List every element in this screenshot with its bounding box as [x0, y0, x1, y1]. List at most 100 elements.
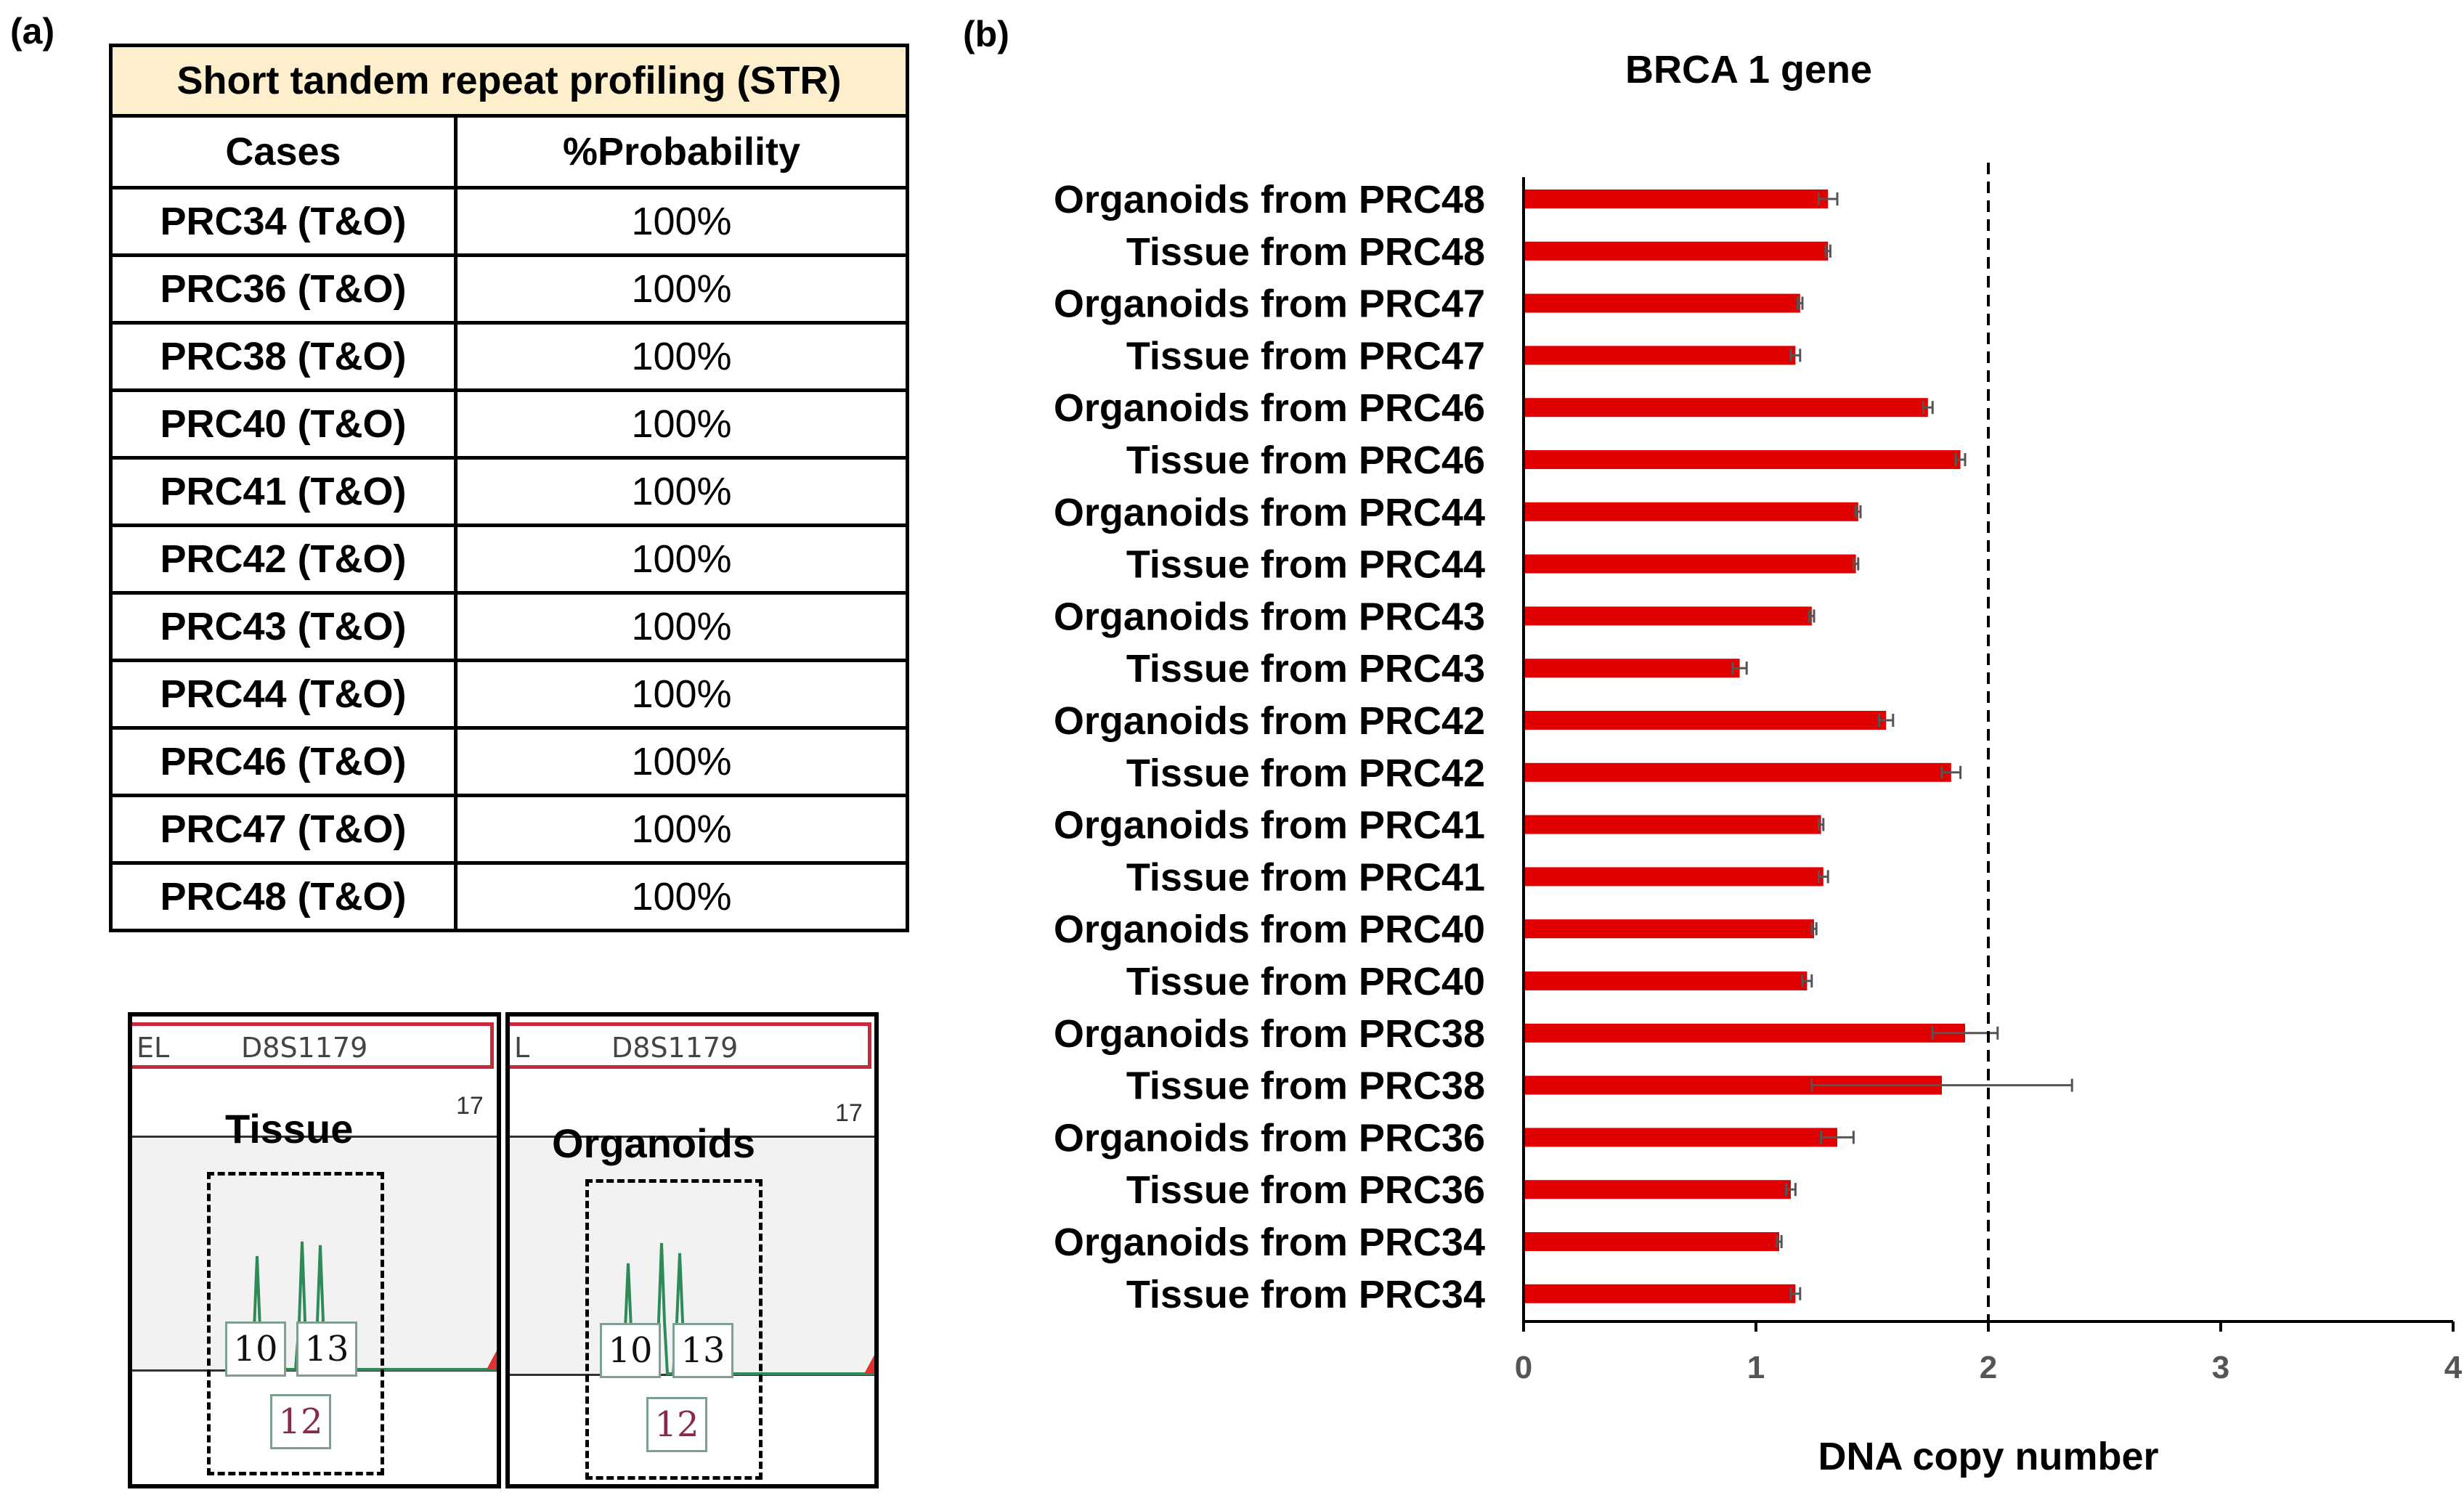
category-label: Organoids from PRC36: [1054, 1116, 1485, 1160]
category-label: Tissue from PRC42: [1126, 752, 1485, 795]
bar: [1524, 972, 1808, 990]
probability-cell: 100%: [454, 388, 909, 460]
error-bar: [1797, 296, 1804, 310]
bar: [1524, 293, 1800, 313]
bar: [1524, 815, 1821, 834]
case-cell: PRC47 (T&O): [109, 794, 458, 865]
bar: [1524, 346, 1796, 365]
category-label: Tissue from PRC43: [1126, 647, 1485, 691]
allele-label: 10: [225, 1321, 286, 1377]
category-label: Tissue from PRC44: [1126, 543, 1485, 587]
case-cell: PRC48 (T&O): [109, 861, 458, 932]
probability-cell: 100%: [454, 591, 909, 662]
x-tick-label: 0: [1515, 1350, 1532, 1385]
str-table: Short tandem repeat profiling (STR) Case…: [109, 44, 909, 932]
category-label: Tissue from PRC46: [1126, 439, 1485, 482]
probability-cell: 100%: [454, 659, 909, 730]
error-bar: [1878, 714, 1895, 727]
case-cell: PRC41 (T&O): [109, 456, 458, 527]
allele-label: 12: [270, 1394, 331, 1449]
category-label: Organoids from PRC47: [1054, 282, 1485, 326]
category-label: Tissue from PRC34: [1126, 1273, 1485, 1316]
error-bar: [1810, 922, 1818, 936]
allele-label: 10: [600, 1323, 661, 1378]
category-label: Organoids from PRC46: [1054, 386, 1485, 430]
probability-cell: 100%: [454, 794, 909, 865]
table-title-row: Short tandem repeat profiling (STR): [109, 44, 909, 118]
peak-label: 17: [835, 1099, 863, 1127]
peak-trace: [619, 1242, 874, 1375]
error-bar: [1820, 1131, 1855, 1144]
table-row: PRC40 (T&O) 100%: [109, 388, 909, 460]
baseline-top: [510, 1136, 874, 1138]
table-row: PRC47 (T&O) 100%: [109, 794, 909, 865]
error-bar: [1817, 192, 1839, 205]
bar: [1524, 1284, 1796, 1303]
bar: [1524, 398, 1928, 418]
error-bar: [1852, 557, 1860, 571]
bar: [1524, 867, 1823, 887]
electropherogram-title: Tissue: [225, 1106, 354, 1152]
error-bar: [1824, 244, 1831, 258]
error-bar: [1954, 453, 1967, 466]
case-cell: PRC44 (T&O): [109, 659, 458, 730]
allele-label: 13: [672, 1323, 733, 1378]
bar: [1524, 1180, 1791, 1199]
x-tick-label: 3: [2212, 1350, 2229, 1385]
probability-cell: 100%: [454, 321, 909, 392]
bar: [1524, 919, 1814, 939]
category-label: Organoids from PRC48: [1054, 178, 1485, 221]
error-bar: [1855, 505, 1862, 518]
electropherogram-title: Organoids: [552, 1120, 756, 1166]
error-bar: [1810, 1078, 2073, 1092]
table-row: PRC42 (T&O) 100%: [109, 524, 909, 595]
category-label: Tissue from PRC41: [1126, 855, 1485, 899]
x-tick-label: 2: [1980, 1350, 1997, 1385]
bar: [1524, 190, 1829, 208]
chart-title: BRCA 1 gene: [1625, 48, 1872, 91]
probability-cell: 100%: [454, 861, 909, 932]
marker-prefix: EL: [137, 1032, 170, 1064]
table-row: PRC34 (T&O) 100%: [109, 186, 909, 257]
panel-b-label: (b): [963, 14, 1009, 54]
category-label: Tissue from PRC40: [1126, 960, 1485, 1003]
category-label: Tissue from PRC48: [1126, 230, 1485, 274]
case-cell: PRC36 (T&O): [109, 253, 458, 325]
table-row: PRC46 (T&O) 100%: [109, 726, 909, 797]
bar: [1524, 450, 1961, 469]
case-cell: PRC42 (T&O): [109, 524, 458, 595]
error-bar: [1789, 349, 1802, 362]
panel-a-label: (a): [10, 11, 55, 52]
category-label: Tissue from PRC47: [1126, 334, 1485, 378]
table-row: PRC44 (T&O) 100%: [109, 659, 909, 730]
probability-cell: 100%: [454, 186, 909, 257]
x-tick-label: 4: [2444, 1350, 2463, 1385]
marker-prefix: L: [514, 1032, 530, 1064]
table-row: PRC38 (T&O) 100%: [109, 321, 909, 392]
marker-name: D8S1179: [241, 1032, 368, 1064]
category-label: Organoids from PRC43: [1054, 595, 1485, 638]
bar: [1524, 241, 1829, 261]
peak-label: 17: [456, 1092, 484, 1120]
x-axis-title: DNA copy number: [1818, 1435, 2158, 1478]
allele-label: 13: [296, 1321, 357, 1377]
probability-cell: 100%: [454, 524, 909, 595]
table-row: PRC48 (T&O) 100%: [109, 861, 909, 932]
case-cell: PRC40 (T&O): [109, 388, 458, 460]
category-label: Organoids from PRC34: [1054, 1221, 1485, 1264]
marker-label: L D8S1179: [510, 1022, 871, 1069]
column-header-cases: Cases: [109, 114, 458, 190]
table-header-row: Cases %Probability: [109, 114, 909, 190]
marker-label: EL D8S1179: [132, 1022, 494, 1069]
error-bar: [1808, 609, 1816, 623]
bar: [1524, 659, 1740, 678]
error-bar: [1931, 1026, 1999, 1040]
bar: [1524, 502, 1858, 521]
case-cell: PRC46 (T&O): [109, 726, 458, 797]
category-label: Organoids from PRC38: [1054, 1012, 1485, 1056]
electropherogram-tissue: EL D8S1179 17 Tissue 10 13 12: [128, 1012, 501, 1488]
bar: [1524, 606, 1812, 626]
error-bar: [1789, 1287, 1802, 1300]
probability-cell: 100%: [454, 456, 909, 527]
